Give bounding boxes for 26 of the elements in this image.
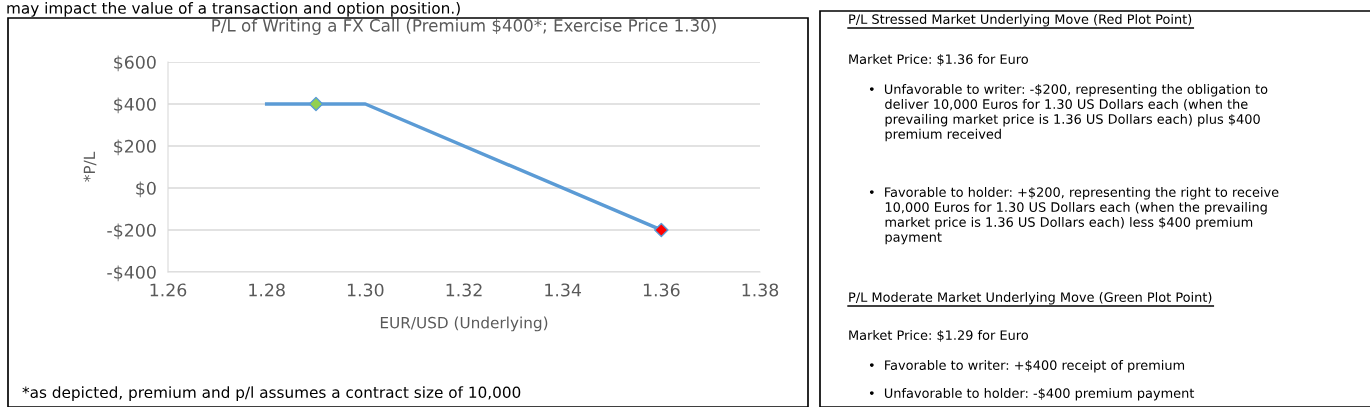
y-tick-label: $400	[114, 97, 156, 114]
y-tick-label: $600	[114, 55, 156, 72]
y-tick-label: $200	[114, 139, 156, 156]
x-axis-title: EUR/USD (Underlying)	[380, 316, 548, 332]
x-tick-label: 1.30	[347, 283, 384, 297]
x-tick-label: 1.28	[249, 283, 285, 297]
text: • Favorable to writer: +$400 receipt of premium	[869, 360, 1185, 373]
text: *as depicted, premium and p/l assumes a contract size of 10,000	[22, 386, 521, 401]
text: P/L Stressed Market Underlying Move (Red Plot Point)	[849, 14, 1192, 27]
x-tick-label: 1.32	[446, 283, 482, 297]
text: may impact the value of a transaction and option position.)	[7, 2, 460, 17]
y-axis-title: *P/L	[83, 151, 97, 182]
x-tick-label: 1.36	[643, 283, 680, 297]
text: • Unfavorable to writer: -$200, representing the obligation to deliver 10,000 Euros for 1.30 US Dollars each (when the prevailing market price is 1.36 US Dollars each) plus $400 premium received	[869, 84, 1268, 142]
y-tick-label: -$400	[107, 265, 156, 282]
text: Market Price: $1.29 for Euro	[849, 330, 1028, 342]
text: Market Price: $1.36 for Euro	[849, 54, 1028, 66]
text: P/L Moderate Market Underlying Move (Green Plot Point)	[849, 292, 1212, 305]
x-tick-label: 1.34	[545, 283, 582, 297]
chart-title: P/L of Writing a FX Call (Premium $400*; Exercise Price 1.30)	[212, 18, 716, 35]
x-tick-label: 1.26	[150, 283, 187, 297]
y-tick-label: -$200	[107, 223, 156, 240]
x-tick-label: 1.38	[742, 283, 779, 297]
text: • Favorable to holder: +$200, representing the right to receive 10,000 Euros for 1.30 US Dollars each (when the prevailing market price is 1.36 US Dollars each) less $400 premium payment	[869, 187, 1279, 245]
y-tick-label: $0	[136, 181, 156, 198]
text: • Unfavorable to holder: -$400 premium payment	[869, 388, 1195, 401]
